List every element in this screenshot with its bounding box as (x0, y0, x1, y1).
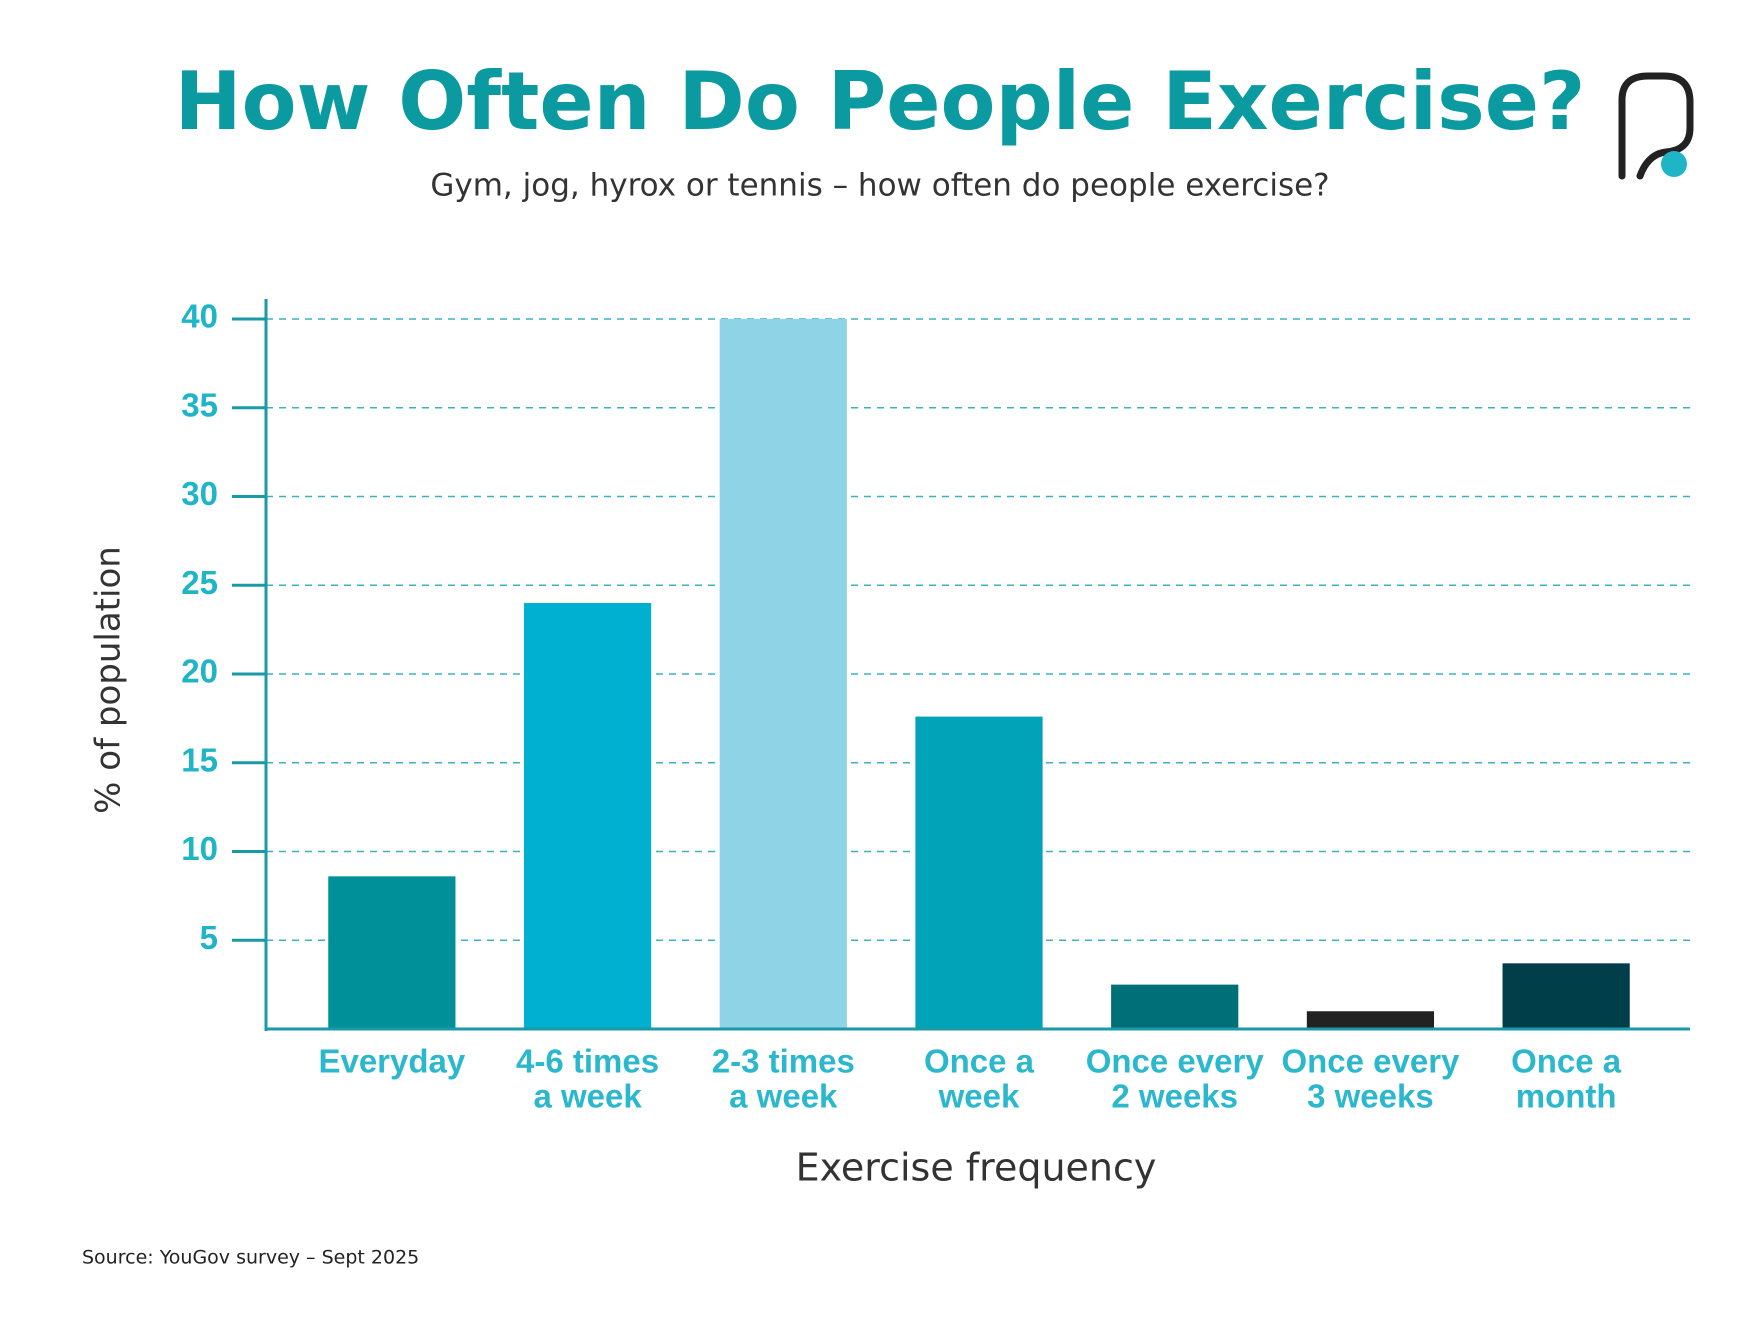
y-tick-label: 5 (200, 919, 218, 956)
y-tick-label: 30 (181, 475, 218, 512)
bar (719, 319, 847, 1029)
x-tick-label: Once every (1086, 1043, 1265, 1080)
x-axis-label: Exercise frequency (796, 1146, 1157, 1190)
logo-dot (1661, 151, 1687, 177)
x-tick-label: a week (533, 1078, 642, 1115)
y-axis-label: % of population (89, 546, 129, 814)
logo-outline (1618, 72, 1694, 180)
x-tick-label: 4-6 times (516, 1043, 659, 1080)
y-tick-label: 15 (181, 741, 218, 778)
x-tick-label: Once every (1281, 1043, 1460, 1080)
y-tick-label: 40 (181, 298, 218, 335)
bar (915, 716, 1043, 1029)
x-tick-label: 2 weeks (1111, 1078, 1238, 1115)
bar (328, 876, 456, 1029)
x-tick-label: month (1516, 1078, 1617, 1115)
x-tick-label: a week (729, 1078, 838, 1115)
x-tick-label: Once a (1511, 1043, 1622, 1080)
chart-title: How Often Do People Exercise? (175, 55, 1586, 148)
y-tick-label: 10 (181, 830, 218, 867)
x-tick-label: week (938, 1078, 1020, 1115)
bar (1502, 963, 1630, 1029)
x-tick-label: Everyday (318, 1043, 465, 1080)
bar (1111, 984, 1239, 1029)
x-tick-label: 2-3 times (712, 1043, 855, 1080)
bar (523, 603, 652, 1029)
logo (1618, 72, 1694, 180)
chart-subtitle: Gym, jog, hyrox or tennis – how often do… (430, 168, 1329, 204)
y-tick-label: 25 (181, 564, 218, 601)
y-tick-label: 35 (181, 386, 218, 423)
source-note: Source: YouGov survey – Sept 2025 (82, 1247, 419, 1269)
x-tick-label: Once a (924, 1043, 1035, 1080)
y-tick-label: 20 (181, 653, 218, 690)
bar (1306, 1011, 1435, 1029)
x-tick-label: 3 weeks (1307, 1078, 1434, 1115)
